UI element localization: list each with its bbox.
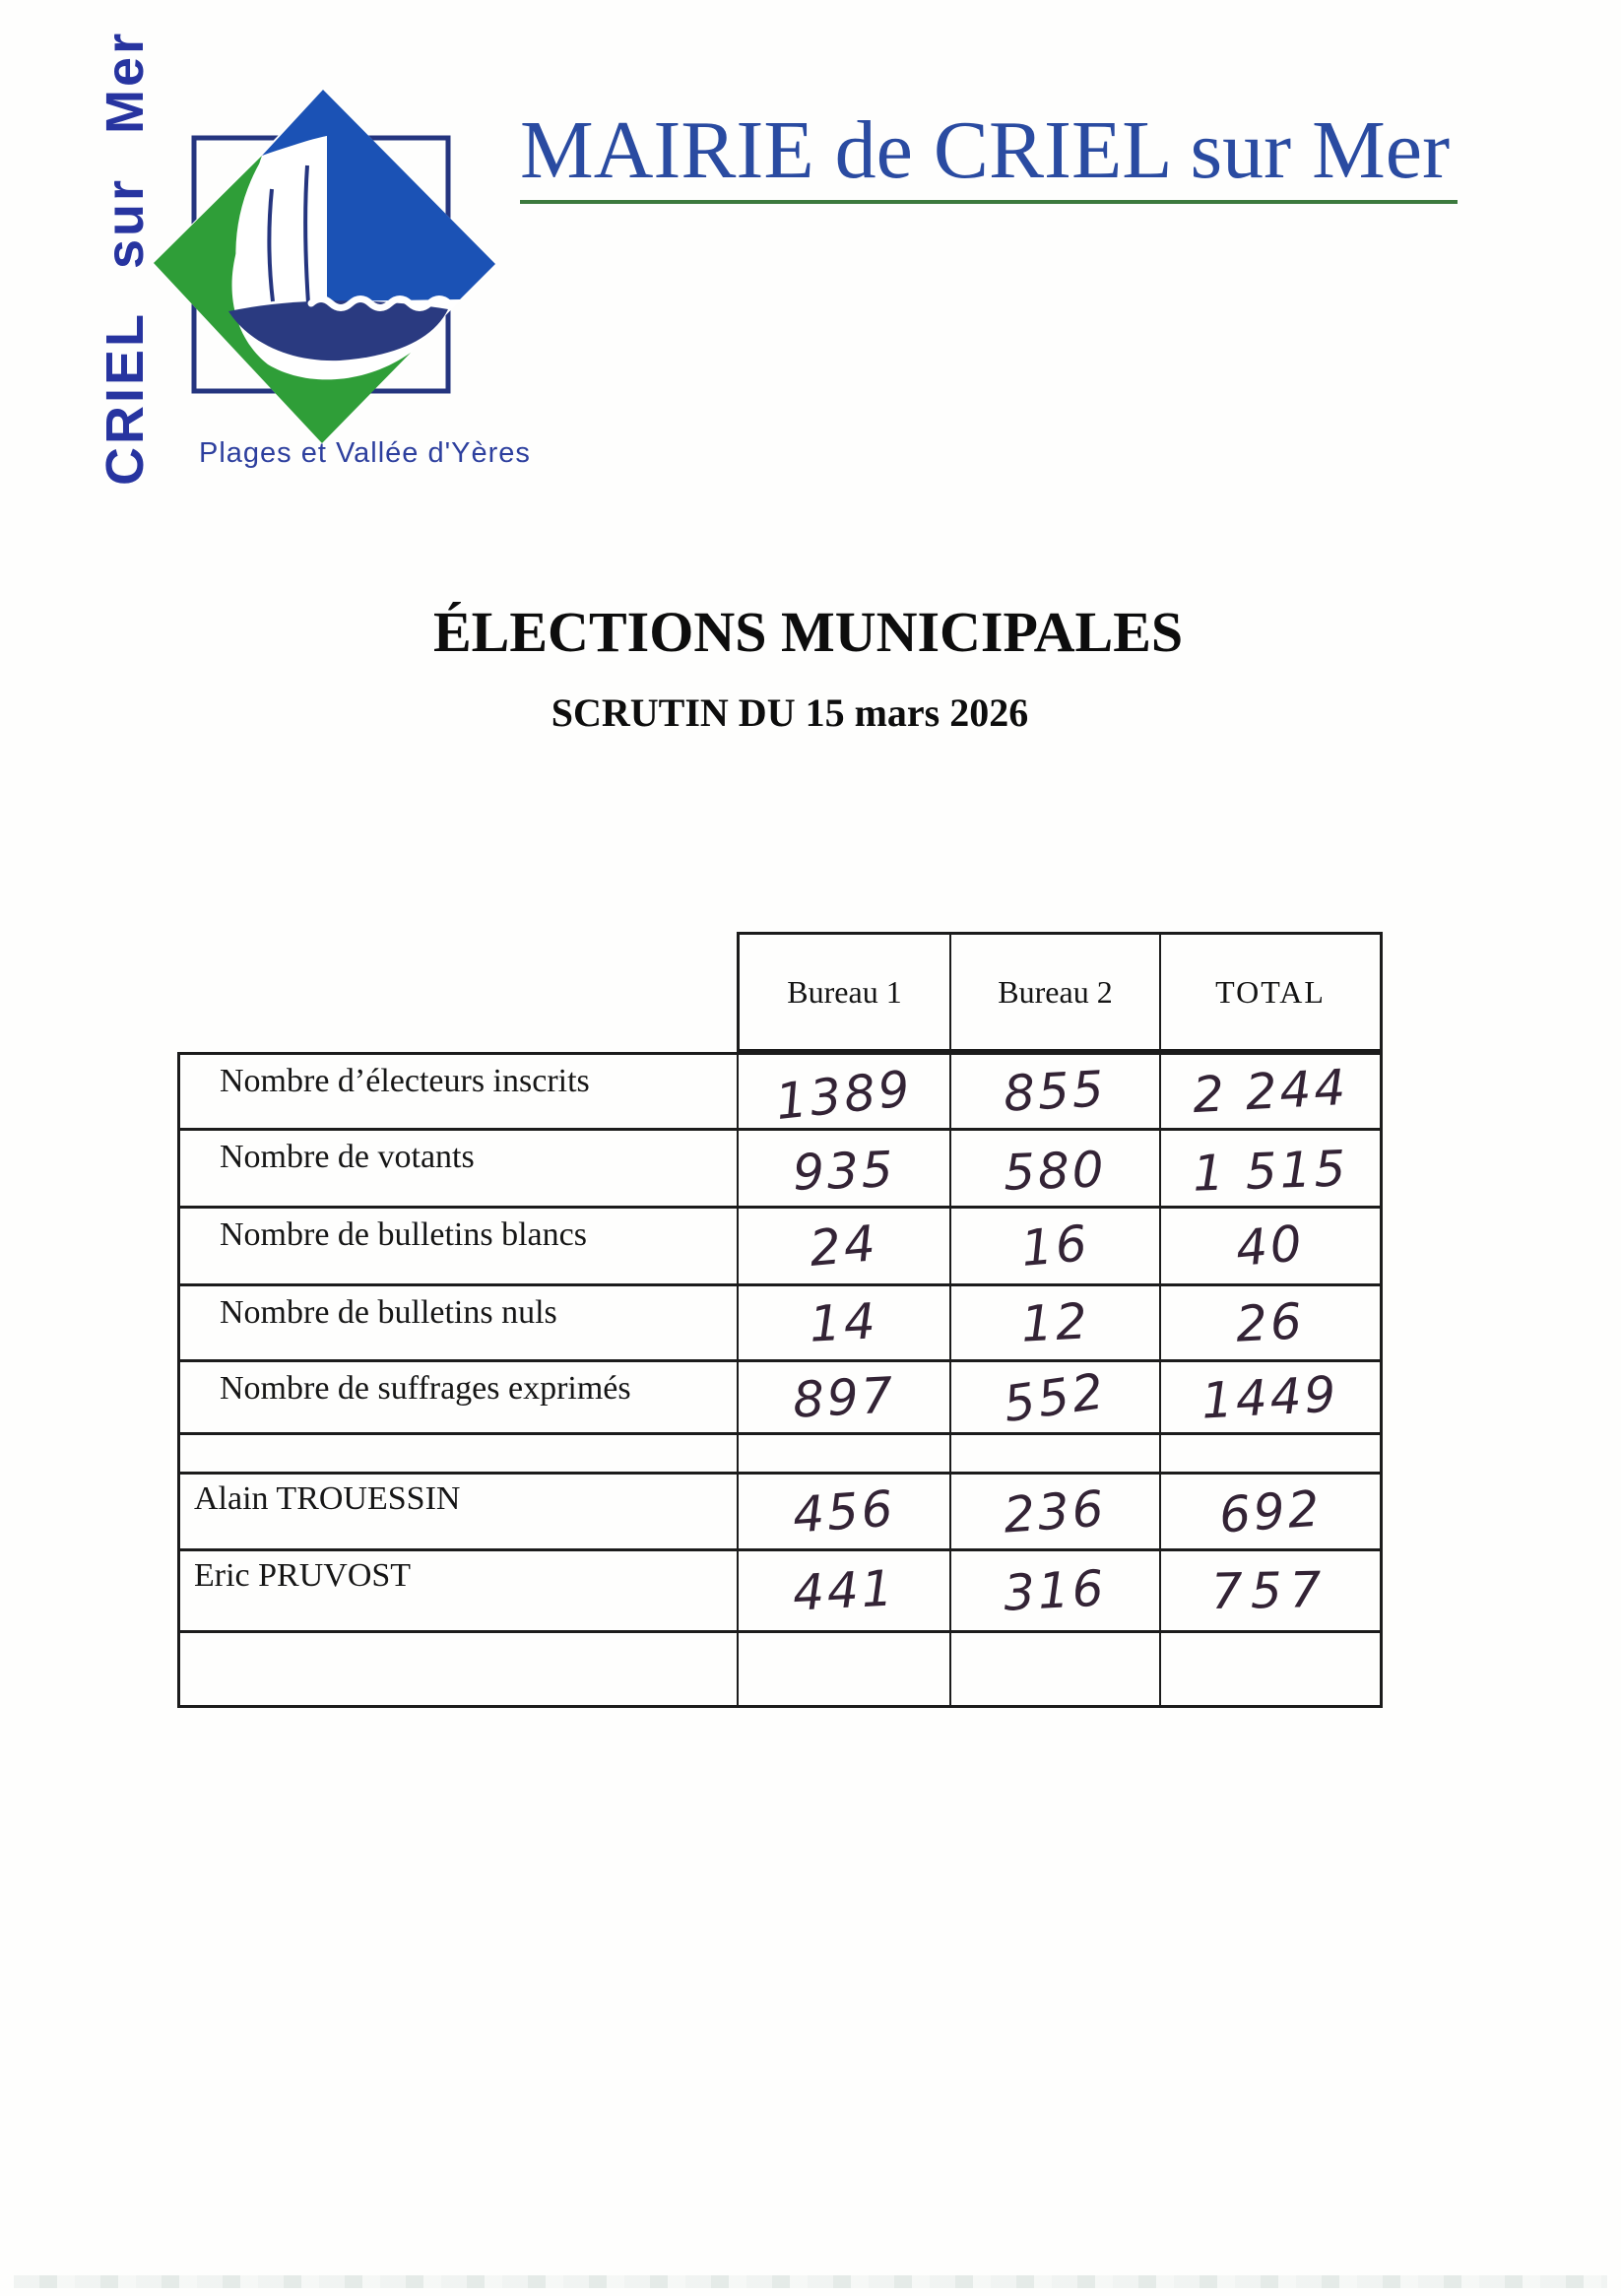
cell-total: 26	[1159, 1286, 1383, 1359]
cell-total: 1449	[1159, 1362, 1383, 1432]
row-label: Alain TROUESSIN	[177, 1475, 737, 1548]
table-row-empty	[177, 1630, 1383, 1708]
handwritten-value: 897	[791, 1365, 897, 1429]
table-row-candidate-trouessin: Alain TROUESSIN 456 236 692	[177, 1472, 1383, 1548]
handwritten-value: 855	[1002, 1060, 1109, 1123]
table-row-candidate-pruvost: Eric PRUVOST 441 316 757	[177, 1548, 1383, 1630]
cell-bureau1: 14	[737, 1286, 949, 1359]
row-label: Nombre d’électeurs inscrits	[177, 1055, 737, 1128]
handwritten-value: 236	[1002, 1478, 1109, 1544]
cell-bureau2	[949, 1435, 1159, 1472]
cell-bureau1	[737, 1435, 949, 1472]
cell-bureau2: 12	[949, 1286, 1159, 1359]
handwritten-value: 14	[808, 1292, 880, 1353]
scan-artifact-strip	[14, 2275, 1607, 2288]
handwritten-value: 1389	[773, 1059, 916, 1132]
cell-bureau1	[737, 1633, 949, 1705]
town-logo-icon	[154, 90, 495, 443]
cell-total: 2 244	[1159, 1055, 1383, 1128]
handwritten-value: 757	[1210, 1560, 1330, 1621]
handwritten-value: 2 244	[1191, 1058, 1350, 1125]
handwritten-value: 1 515	[1192, 1140, 1350, 1203]
results-table: Bureau 1 Bureau 2 TOTAL Nombre d’électeu…	[177, 932, 1383, 1708]
cell-bureau2: 236	[949, 1475, 1159, 1548]
cell-total	[1159, 1435, 1383, 1472]
document-heading: ÉLECTIONS MUNICIPALES	[433, 600, 1184, 664]
row-label: Eric PRUVOST	[177, 1551, 737, 1630]
cell-bureau1: 897	[737, 1362, 949, 1432]
cell-bureau1: 441	[737, 1551, 949, 1630]
column-header-bureau1: Bureau 1	[737, 932, 949, 1052]
row-label: Nombre de bulletins nuls	[177, 1286, 737, 1359]
handwritten-value: 456	[790, 1478, 898, 1544]
handwritten-value: 1449	[1200, 1364, 1341, 1430]
cell-total: 692	[1159, 1475, 1383, 1548]
logo-vertical-text: CRIEL sur Mer	[96, 30, 155, 486]
table-row-electeurs-inscrits: Nombre d’électeurs inscrits 1389 855 2 2…	[177, 1052, 1383, 1132]
cell-total: 1 515	[1159, 1131, 1383, 1206]
cell-bureau2: 316	[949, 1551, 1159, 1630]
handwritten-value: 26	[1234, 1292, 1307, 1353]
handwritten-value: 692	[1216, 1478, 1325, 1544]
handwritten-value: 580	[1003, 1141, 1108, 1202]
row-label: Nombre de bulletins blancs	[177, 1209, 737, 1283]
handwritten-value: 12	[1019, 1292, 1091, 1353]
column-header-total: TOTAL	[1159, 932, 1383, 1052]
row-label: Nombre de suffrages exprimés	[177, 1362, 737, 1432]
handwritten-value: 16	[1018, 1214, 1092, 1278]
row-label	[177, 1435, 737, 1472]
letterhead-title: MAIRIE de CRIEL sur Mer	[520, 104, 1451, 196]
handwritten-value: 935	[791, 1141, 897, 1202]
table-row-spacer	[177, 1432, 1383, 1472]
cell-bureau2: 16	[949, 1209, 1159, 1283]
logo-tagline: Plages et Vallée d'Yères	[199, 437, 531, 469]
row-label: Nombre de votants	[177, 1131, 737, 1206]
cell-total: 40	[1159, 1209, 1383, 1283]
table-row-suffrages-exprimes: Nombre de suffrages exprimés 897 552 144…	[177, 1359, 1383, 1432]
cell-bureau1: 1389	[737, 1055, 949, 1132]
table-row-bulletins-blancs: Nombre de bulletins blancs 24 16 40	[177, 1206, 1383, 1283]
cell-bureau2	[949, 1633, 1159, 1705]
handwritten-value: 441	[791, 1559, 897, 1622]
cell-bureau1: 24	[737, 1209, 949, 1283]
table-row-votants: Nombre de votants 935 580 1 515	[177, 1128, 1383, 1206]
column-header-bureau2: Bureau 2	[949, 932, 1159, 1052]
handwritten-value: 552	[1000, 1361, 1111, 1433]
handwritten-value: 24	[807, 1214, 881, 1278]
cell-bureau1: 935	[737, 1131, 949, 1206]
cell-bureau2: 580	[949, 1131, 1159, 1206]
letterhead-rule	[520, 200, 1458, 204]
row-label	[177, 1633, 737, 1705]
cell-bureau1: 456	[737, 1475, 949, 1548]
table-row-bulletins-nuls: Nombre de bulletins nuls 14 12 26	[177, 1283, 1383, 1359]
cell-total: 757	[1159, 1551, 1383, 1630]
cell-bureau2: 855	[949, 1055, 1159, 1128]
handwritten-value: 316	[1002, 1559, 1109, 1622]
document-subheading: SCRUTIN DU 15 mars 2026	[551, 690, 1029, 735]
handwritten-value: 40	[1233, 1214, 1308, 1278]
cell-total	[1159, 1633, 1383, 1705]
cell-bureau2: 552	[949, 1362, 1159, 1432]
table-header-row: Bureau 1 Bureau 2 TOTAL	[737, 932, 1383, 1052]
